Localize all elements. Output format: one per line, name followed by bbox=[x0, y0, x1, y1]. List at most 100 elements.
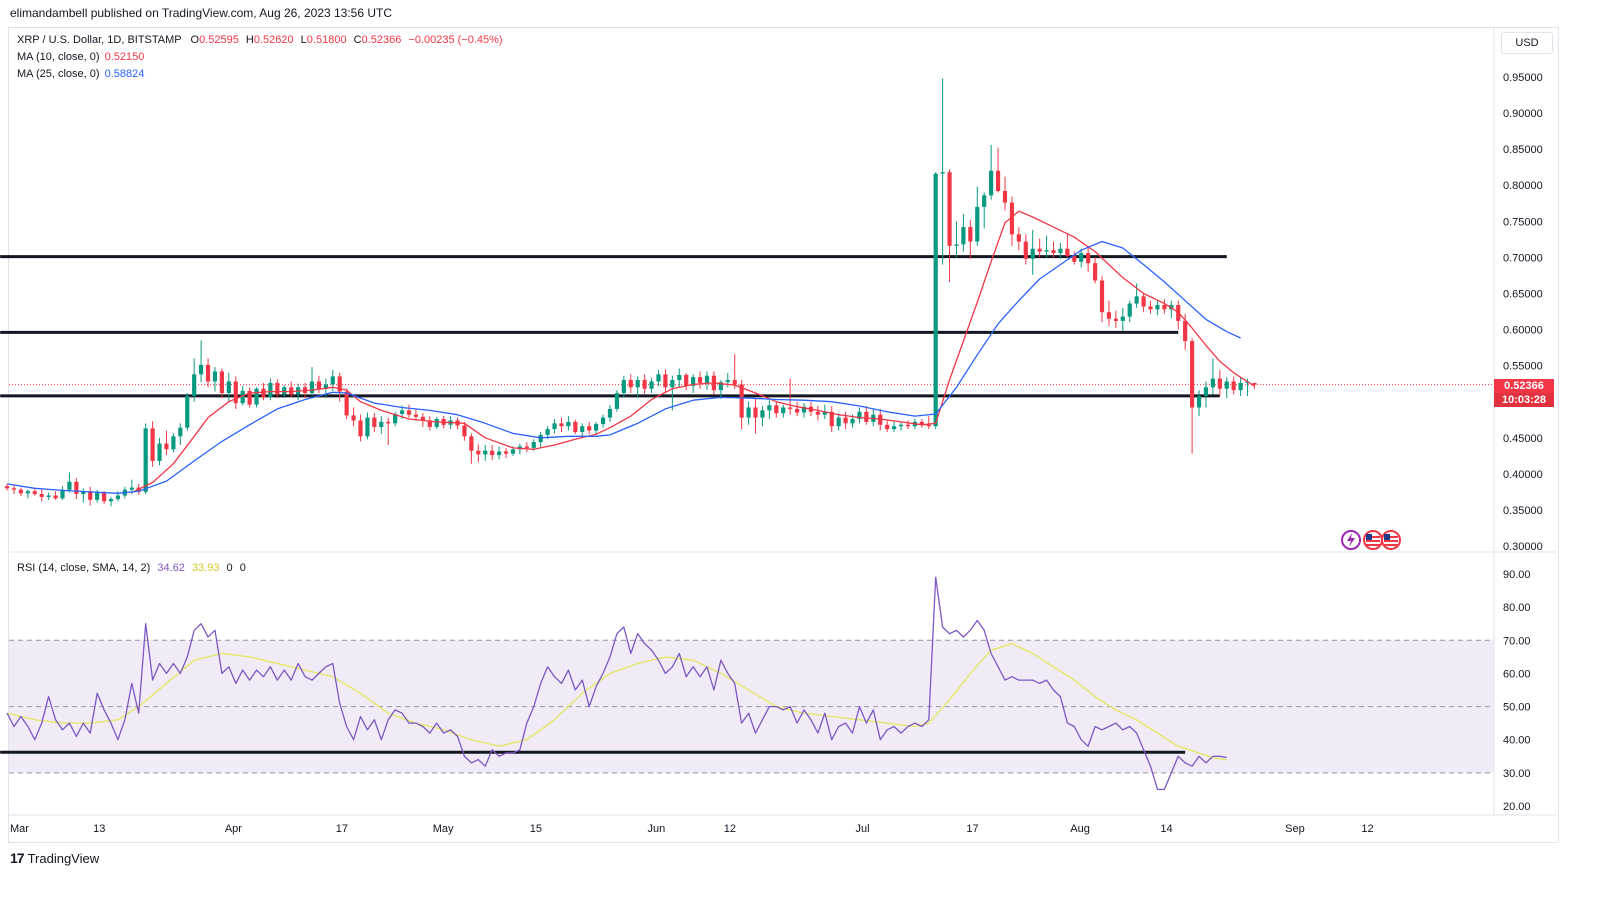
candle[interactable] bbox=[753, 398, 758, 434]
candle[interactable] bbox=[88, 486, 93, 506]
candle[interactable] bbox=[268, 378, 273, 401]
candle[interactable] bbox=[143, 423, 148, 495]
candle[interactable] bbox=[704, 371, 710, 391]
candle[interactable] bbox=[150, 421, 155, 467]
candle[interactable] bbox=[178, 423, 183, 445]
candle[interactable] bbox=[67, 472, 72, 493]
candle[interactable] bbox=[566, 416, 571, 431]
candle[interactable] bbox=[871, 408, 876, 427]
candle[interactable] bbox=[358, 414, 363, 442]
candle[interactable] bbox=[1037, 238, 1042, 258]
candle[interactable] bbox=[1051, 241, 1056, 258]
candle[interactable] bbox=[53, 491, 58, 500]
rsi-legend[interactable]: RSI (14, close, SMA, 14, 2) 34.62 33.93 … bbox=[17, 560, 246, 576]
candle[interactable] bbox=[649, 377, 654, 394]
candle[interactable] bbox=[954, 221, 959, 258]
candle[interactable] bbox=[372, 413, 377, 432]
candle[interactable] bbox=[1065, 234, 1070, 258]
candle[interactable] bbox=[296, 383, 301, 401]
candle[interactable] bbox=[995, 147, 1001, 193]
candle[interactable] bbox=[580, 423, 585, 437]
candle[interactable] bbox=[1217, 369, 1222, 396]
candle[interactable] bbox=[524, 442, 529, 453]
candle[interactable] bbox=[746, 401, 751, 425]
candle[interactable] bbox=[212, 367, 218, 392]
candle[interactable] bbox=[379, 416, 384, 435]
candle[interactable] bbox=[857, 407, 862, 424]
candle[interactable] bbox=[233, 376, 238, 409]
candle[interactable] bbox=[552, 419, 557, 434]
lightning-icon[interactable] bbox=[1341, 530, 1361, 550]
candle[interactable] bbox=[975, 186, 980, 246]
candle[interactable] bbox=[587, 421, 592, 435]
candle[interactable] bbox=[1023, 234, 1028, 265]
candle[interactable] bbox=[427, 416, 432, 431]
candle[interactable] bbox=[1190, 338, 1195, 454]
event-icons[interactable] bbox=[1340, 529, 1404, 551]
candle[interactable] bbox=[462, 421, 467, 441]
candle[interactable] bbox=[940, 78, 945, 265]
candle[interactable] bbox=[767, 400, 772, 420]
candle[interactable] bbox=[337, 372, 342, 402]
candle[interactable] bbox=[794, 401, 800, 417]
candle[interactable] bbox=[497, 446, 502, 460]
candle[interactable] bbox=[1120, 307, 1125, 331]
candle[interactable] bbox=[1203, 381, 1209, 408]
candle[interactable] bbox=[989, 144, 994, 200]
candle[interactable] bbox=[656, 369, 661, 386]
candle[interactable] bbox=[843, 411, 848, 430]
candle[interactable] bbox=[864, 406, 869, 425]
candle[interactable] bbox=[254, 387, 259, 408]
candle[interactable] bbox=[573, 419, 578, 435]
rsi-line[interactable] bbox=[6, 576, 1227, 791]
candle[interactable] bbox=[781, 404, 786, 418]
candle[interactable] bbox=[344, 388, 349, 420]
candle[interactable] bbox=[39, 488, 44, 502]
us-flag-icon[interactable] bbox=[1381, 530, 1401, 550]
candle[interactable] bbox=[801, 403, 807, 418]
candle[interactable] bbox=[32, 488, 37, 496]
candle[interactable] bbox=[607, 405, 613, 422]
candle[interactable] bbox=[1162, 299, 1167, 314]
candle[interactable] bbox=[594, 421, 599, 435]
us-flag-icon[interactable] bbox=[1363, 530, 1383, 550]
candle[interactable] bbox=[101, 491, 107, 505]
candle[interactable] bbox=[185, 393, 190, 431]
ma10-line[interactable] bbox=[131, 210, 1255, 494]
currency-button[interactable]: USD bbox=[1501, 32, 1553, 54]
candle[interactable] bbox=[275, 379, 280, 399]
candle[interactable] bbox=[247, 387, 252, 408]
candle[interactable] bbox=[60, 486, 65, 500]
candle[interactable] bbox=[1079, 248, 1084, 268]
candle[interactable] bbox=[760, 406, 765, 427]
candle[interactable] bbox=[1016, 227, 1021, 251]
candle[interactable] bbox=[1155, 300, 1160, 316]
candle[interactable] bbox=[171, 433, 176, 453]
candle[interactable] bbox=[829, 406, 834, 432]
candle[interactable] bbox=[1058, 242, 1063, 259]
candle[interactable] bbox=[434, 416, 439, 430]
candle[interactable] bbox=[1099, 276, 1105, 323]
candle[interactable] bbox=[81, 488, 86, 503]
candle[interactable] bbox=[1231, 376, 1236, 395]
candle[interactable] bbox=[1113, 310, 1118, 329]
candle[interactable] bbox=[919, 419, 924, 428]
candle[interactable] bbox=[199, 340, 204, 383]
candle[interactable] bbox=[614, 390, 620, 412]
candle[interactable] bbox=[600, 414, 606, 428]
candle[interactable] bbox=[1002, 176, 1008, 211]
candle[interactable] bbox=[503, 447, 509, 458]
candle[interactable] bbox=[316, 375, 322, 394]
candle[interactable] bbox=[25, 489, 30, 499]
candle[interactable] bbox=[905, 420, 911, 430]
candle[interactable] bbox=[892, 421, 897, 432]
candle[interactable] bbox=[635, 376, 640, 399]
candle[interactable] bbox=[628, 374, 633, 394]
candle[interactable] bbox=[289, 381, 294, 398]
candle[interactable] bbox=[961, 214, 966, 252]
candle[interactable] bbox=[898, 421, 904, 431]
candle[interactable] bbox=[774, 401, 779, 418]
candle[interactable] bbox=[1141, 293, 1146, 313]
candle[interactable] bbox=[365, 412, 370, 440]
